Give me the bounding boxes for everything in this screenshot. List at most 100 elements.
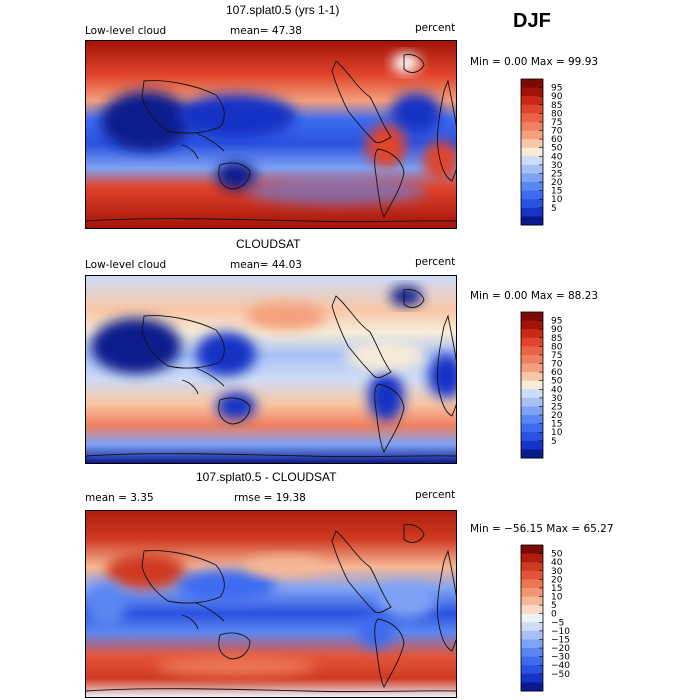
ocean-cloud-patch bbox=[246, 302, 326, 330]
colorbar-swatch bbox=[521, 346, 543, 356]
colorbar-tick-label: 95 bbox=[551, 317, 562, 327]
colorbar-swatch bbox=[521, 440, 543, 450]
colorbar-swatch bbox=[521, 562, 543, 572]
colorbar-tick-label: 85 bbox=[551, 101, 562, 111]
colorbar-tick-label: 20 bbox=[551, 575, 563, 585]
coastline bbox=[86, 453, 456, 458]
colorbar-swatch bbox=[521, 423, 543, 433]
colorbar-tick-label: 30 bbox=[551, 567, 563, 577]
panel-1-colorbar: 95 90 85 80 75 70 60 50 40 30 25 20 15 10 5 bbox=[520, 78, 563, 226]
colorbar-frame bbox=[520, 311, 544, 459]
colorbar-swatch bbox=[521, 630, 543, 640]
colorbar-swatch bbox=[521, 207, 543, 217]
coastline bbox=[181, 367, 225, 395]
colorbar-tick-label: 75 bbox=[551, 118, 562, 128]
colorbar-swatch bbox=[521, 79, 543, 89]
colorbar-swatch bbox=[521, 553, 543, 563]
colorbar-tick-label: 10 bbox=[551, 593, 563, 603]
stratocumulus-patch bbox=[423, 141, 456, 181]
negative-bias-patch bbox=[358, 613, 394, 649]
colorbar-tick-label: 40 bbox=[551, 385, 563, 395]
colorbar-swatch bbox=[521, 156, 543, 166]
panel-2-units-label: percent bbox=[415, 256, 456, 268]
colorbar-swatch bbox=[521, 320, 543, 330]
colorbar-tick-label: 40 bbox=[551, 152, 563, 162]
coastline bbox=[331, 530, 392, 614]
colorbar-swatch bbox=[521, 622, 543, 632]
colorbar-tick-label: 15 bbox=[551, 187, 562, 197]
colorbar-swatch bbox=[521, 380, 543, 390]
coastline bbox=[403, 524, 425, 543]
panel-2-minmax: Min = 0.00 Max = 88.23 bbox=[470, 290, 599, 302]
panel-3-mean-label: mean = 3.35 bbox=[85, 492, 154, 504]
positive-bias-patch bbox=[156, 656, 316, 676]
colorbar-tick-label: 80 bbox=[551, 109, 563, 119]
colorbar-tick-label: 40 bbox=[551, 558, 563, 568]
colorbar-tick-label: 15 bbox=[551, 420, 562, 430]
colorbar-frame bbox=[520, 78, 544, 226]
colorbar-tick-label: 25 bbox=[551, 402, 562, 412]
colorbar-swatch bbox=[521, 656, 543, 666]
panel-2-title: CLOUDSAT bbox=[236, 237, 301, 251]
colorbar-tick-label: 50 bbox=[551, 550, 563, 560]
stratocumulus-patch bbox=[366, 124, 406, 168]
coastline bbox=[141, 80, 225, 134]
negative-bias-patch bbox=[86, 582, 126, 630]
colorbar-frame bbox=[520, 544, 544, 692]
land-low-cloud-patch bbox=[216, 162, 256, 190]
panel-3-colorbar: 50 40 30 20 15 10 5 0 −5 −10 −15 −20 −30 −40 −50 bbox=[520, 544, 570, 692]
colorbar-tick-label: −30 bbox=[551, 653, 570, 663]
coastline bbox=[437, 314, 456, 417]
ocean-cloud-patch bbox=[346, 340, 426, 372]
colorbar-tick-label: 85 bbox=[551, 334, 562, 344]
land-low-cloud-patch bbox=[101, 91, 191, 151]
colorbar-tick-label: 30 bbox=[551, 161, 563, 171]
land-low-cloud-patch bbox=[391, 93, 441, 133]
colorbar-swatch bbox=[521, 605, 543, 615]
colorbar-swatch bbox=[521, 579, 543, 589]
ocean-low-cloud-patch bbox=[246, 177, 426, 205]
colorbar-tick-label: −40 bbox=[551, 661, 570, 671]
colorbar-tick-label: 90 bbox=[551, 325, 563, 335]
panel-1-units-label: percent bbox=[415, 22, 456, 34]
panel-3-map bbox=[85, 510, 457, 698]
land-low-cloud-patch bbox=[91, 318, 181, 374]
colorbar-swatch bbox=[521, 113, 543, 123]
coastline bbox=[437, 79, 456, 182]
panel-3-title: 107.splat0.5 - CLOUDSAT bbox=[196, 470, 337, 484]
coastline bbox=[374, 618, 405, 689]
colorbar-swatch bbox=[521, 397, 543, 407]
colorbar-swatch bbox=[521, 329, 543, 339]
coastline bbox=[86, 218, 456, 223]
colorbar-swatch bbox=[521, 432, 543, 442]
colorbar-tick-label: −5 bbox=[551, 618, 564, 628]
colorbar-tick-label: 20 bbox=[551, 411, 563, 421]
colorbar-swatch bbox=[521, 415, 543, 425]
colorbar-swatch bbox=[521, 104, 543, 114]
colorbar-swatch bbox=[521, 389, 543, 399]
panel-2-variable-label: Low-level cloud bbox=[85, 259, 167, 271]
coastline bbox=[218, 632, 251, 660]
colorbar-tick-label: 70 bbox=[551, 360, 563, 370]
land-low-cloud-patch bbox=[196, 332, 256, 376]
colorbar-tick-label: −20 bbox=[551, 644, 570, 654]
coastline bbox=[141, 315, 225, 369]
colorbar-swatch bbox=[521, 130, 543, 140]
colorbar-tick-label: 5 bbox=[551, 204, 557, 214]
colorbar-swatch bbox=[521, 406, 543, 416]
polar-patch bbox=[390, 286, 422, 306]
coastline bbox=[218, 397, 251, 425]
coastline bbox=[331, 60, 392, 144]
colorbar-swatch bbox=[521, 121, 543, 132]
colorbar-tick-label: −50 bbox=[551, 670, 570, 680]
colorbar-swatch bbox=[521, 372, 543, 382]
colorbar-swatch bbox=[521, 449, 543, 459]
colorbar-swatch bbox=[521, 648, 543, 658]
panel-1-map bbox=[85, 40, 457, 229]
coastline bbox=[374, 148, 405, 219]
colorbar-tick-label: 0 bbox=[551, 610, 557, 620]
colorbar-tick-label: 5 bbox=[551, 601, 557, 611]
colorbar-tick-label: 75 bbox=[551, 351, 562, 361]
colorbar-swatch bbox=[521, 147, 543, 157]
negative-bias-patch bbox=[376, 583, 436, 619]
